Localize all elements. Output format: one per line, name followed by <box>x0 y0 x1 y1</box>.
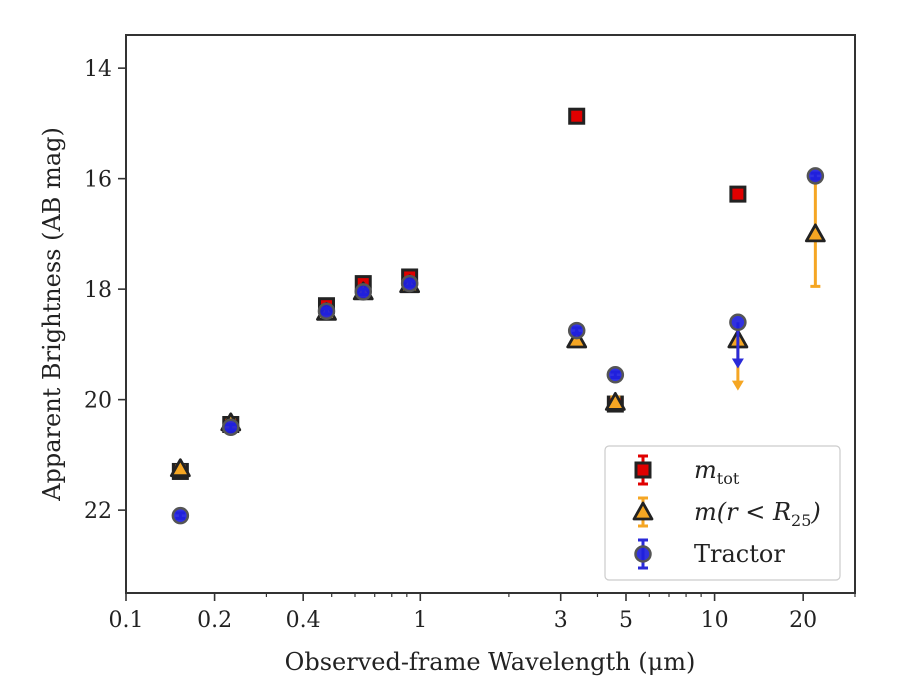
legend-marker <box>632 501 654 521</box>
data-point <box>604 391 626 411</box>
legend-box <box>604 445 841 581</box>
legend-label: m(r < R25) <box>694 498 821 530</box>
legend-label-main: m <box>694 456 717 484</box>
legend-label: Tractor <box>694 540 785 568</box>
data-point <box>729 185 747 203</box>
x-tick-label: 1 <box>413 608 427 633</box>
y-tick-label: 18 <box>84 278 112 303</box>
x-tick-label: 10 <box>701 608 729 633</box>
data-point <box>354 283 373 301</box>
y-tick-label: 16 <box>84 168 112 193</box>
data-point <box>804 223 826 243</box>
data-point <box>317 302 336 320</box>
y-tick-label: 22 <box>84 499 112 524</box>
y-axis-title: Apparent Brightness (AB mag) <box>38 127 66 502</box>
legend-label: mtot <box>694 456 740 488</box>
x-tick-label: 20 <box>789 608 817 633</box>
data-point <box>169 458 191 478</box>
x-tick-label: 0.4 <box>286 608 321 633</box>
y-axis: 14 16 18 20 22 <box>84 57 126 524</box>
x-axis: 0.1 0.2 0.4 1 3 5 10 20 <box>109 593 856 633</box>
y-tick-label: 20 <box>84 389 112 414</box>
data-point <box>171 506 190 525</box>
data-point <box>606 366 625 384</box>
legend-label-subscript: tot <box>717 469 740 488</box>
x-tick-label: 0.1 <box>109 608 144 633</box>
legend-marker <box>634 545 652 563</box>
x-tick-label: 0.2 <box>197 608 232 633</box>
legend-label-subscript: 25 <box>791 511 811 530</box>
data-point <box>568 107 586 125</box>
series-m-tot <box>171 107 747 480</box>
x-tick-label: 3 <box>554 608 568 633</box>
x-axis-title: Observed-frame Wavelength (μm) <box>285 648 696 676</box>
data-point <box>729 313 747 332</box>
legend-marker <box>634 461 652 479</box>
y-tick-label: 14 <box>84 57 112 82</box>
legend: mtot m(r < R25) Tractor <box>604 445 841 581</box>
data-series <box>169 107 826 525</box>
upper-limit-arrow <box>731 380 744 391</box>
data-point <box>806 167 825 185</box>
series-m-r-r-25 <box>169 179 826 478</box>
data-point <box>567 321 586 340</box>
series-tractor <box>171 167 825 525</box>
legend-label-main: Tractor <box>694 540 785 568</box>
legend-label-main: m(r < R <box>694 498 791 526</box>
legend-label-suffix: ) <box>810 498 820 526</box>
plot-frame <box>125 34 856 594</box>
data-point <box>400 274 419 293</box>
x-tick-label: 5 <box>619 608 633 633</box>
upper-limit-arrow <box>731 358 744 369</box>
data-point <box>222 418 240 437</box>
